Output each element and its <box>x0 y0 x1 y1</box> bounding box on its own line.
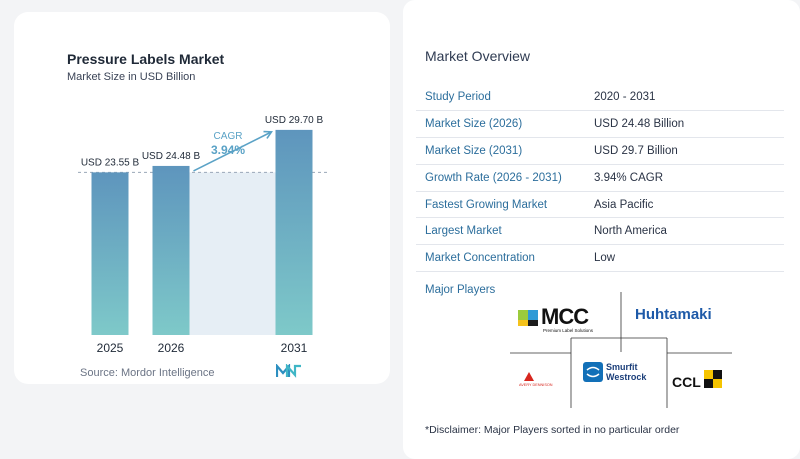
overview-label: Largest Market <box>425 225 502 238</box>
overview-row-study-period: Study Period 2020 - 2031 <box>416 84 784 111</box>
growth-highlight-band <box>189 172 276 335</box>
market-overview-panel <box>403 0 800 459</box>
disclaimer: *Disclaimer: Major Players sorted in no … <box>425 424 680 436</box>
bar-2031 <box>275 129 313 335</box>
bar-2026 <box>152 165 190 335</box>
overview-title: Market Overview <box>425 48 531 64</box>
source-note: Source: Mordor Intelligence <box>80 367 215 379</box>
overview-value: USD 29.7 Billion <box>594 144 678 157</box>
value-label-2025: USD 23.55 B <box>81 157 140 168</box>
overview-row-fastest-growing: Fastest Growing Market Asia Pacific <box>416 192 784 219</box>
value-label-2031: USD 29.70 B <box>265 115 324 126</box>
cagr-arrowhead-icon <box>263 130 273 139</box>
overview-label: Market Size (2026) <box>425 117 523 130</box>
bar-chart: USD 23.55 B 2025 USD 24.48 B 2026 USD 29.70 … <box>78 115 330 355</box>
avery-dennison-logo-icon: AVERY DENNISON <box>519 372 553 387</box>
chart-subtitle: Market Size in USD Billion <box>67 71 196 83</box>
x-tick-label-2025: 2025 <box>97 341 124 355</box>
overview-value: USD 24.48 Billion <box>594 117 685 130</box>
overview-row-growth-rate: Growth Rate (2026 - 2031) 3.94% CAGR <box>416 165 784 192</box>
overview-row-largest-market: Largest Market North America <box>416 218 784 246</box>
x-tick-label-2026: 2026 <box>158 341 185 355</box>
overview-label: Fastest Growing Market <box>425 198 548 211</box>
overview-value: Asia Pacific <box>594 198 654 211</box>
mcc-logo-icon: MCC Premium Label Solutions <box>518 304 594 333</box>
bar-2025 <box>91 172 129 335</box>
overview-row-market-size-2026: Market Size (2026) USD 24.48 Billion <box>416 111 784 138</box>
cagr-label: CAGR <box>214 131 243 142</box>
smurfit-westrock-logo-icon: Smurfit Westrock <box>583 362 647 382</box>
overview-row-concentration: Market Concentration Low <box>416 245 784 273</box>
huhtamaki-logo-icon: Huhtamaki <box>635 306 712 323</box>
westrock-logo-text: Westrock <box>606 372 647 382</box>
overview-row-market-size-2031: Market Size (2031) USD 29.7 Billion <box>416 138 784 165</box>
overview-value: 3.94% CAGR <box>594 171 664 184</box>
x-tick-label-2031: 2031 <box>281 341 308 355</box>
overview-label: Market Size (2031) <box>425 144 523 157</box>
ccl-logo-text: CCL <box>672 374 701 390</box>
major-players-logos: MCC Premium Label Solutions Huhtamaki AV… <box>510 292 732 408</box>
overview-label: Growth Rate (2026 - 2031) <box>425 171 562 184</box>
chart-title: Pressure Labels Market <box>67 51 225 67</box>
major-players-title: Major Players <box>425 284 496 296</box>
value-label-2026: USD 24.48 B <box>142 151 201 162</box>
overview-value: Low <box>594 252 616 265</box>
overview-label: Study Period <box>425 90 491 103</box>
avery-dennison-logo-text: AVERY DENNISON <box>519 383 553 387</box>
overview-value: North America <box>594 225 667 238</box>
overview-value: 2020 - 2031 <box>594 90 656 103</box>
smurfit-logo-text: Smurfit <box>606 362 638 372</box>
ccl-logo-icon: CCL <box>672 370 722 390</box>
cagr-arrow-line <box>193 131 272 172</box>
overview-table: Study Period 2020 - 2031 Market Size (20… <box>416 84 784 273</box>
mcc-logo-text: MCC <box>541 304 589 329</box>
mcc-logo-subtext: Premium Label Solutions <box>543 328 594 333</box>
mordor-intelligence-logo-icon <box>276 364 301 378</box>
overview-label: Market Concentration <box>425 252 535 265</box>
cagr-value: 3.94% <box>211 143 245 157</box>
